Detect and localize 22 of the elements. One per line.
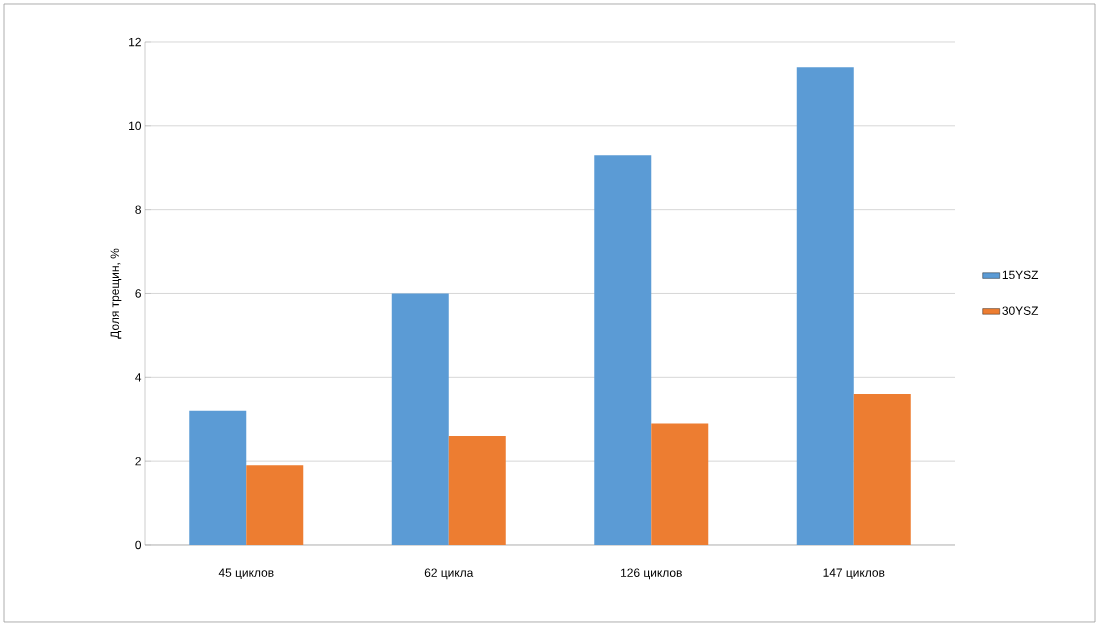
bar — [391, 293, 449, 545]
bar — [594, 155, 652, 545]
bar — [796, 67, 854, 545]
bar — [246, 465, 304, 545]
y-tick-label: 6 — [135, 289, 141, 298]
bar — [189, 410, 247, 545]
x-tick-label: 62 цикла — [424, 568, 474, 580]
y-tick-label: 0 — [135, 540, 142, 550]
y-tick-label: 4 — [135, 373, 142, 382]
y-axis-title: Доля трещин, % — [110, 248, 122, 339]
x-tick-label: 147 циклов — [823, 568, 885, 580]
y-tick-label: 12 — [129, 37, 141, 47]
legend-label: 30YSZ — [1002, 306, 1039, 315]
bar — [651, 423, 709, 545]
y-tick-label: 8 — [135, 205, 141, 214]
x-tick-label: 45 циклов — [218, 568, 274, 580]
bar — [853, 394, 911, 545]
y-tick-label: 2 — [135, 456, 141, 466]
x-tick-label: 126 циклов — [621, 568, 682, 580]
y-tick-label: 10 — [129, 121, 142, 131]
bar — [448, 436, 506, 545]
legend-label: 15YSZ — [1002, 270, 1039, 280]
